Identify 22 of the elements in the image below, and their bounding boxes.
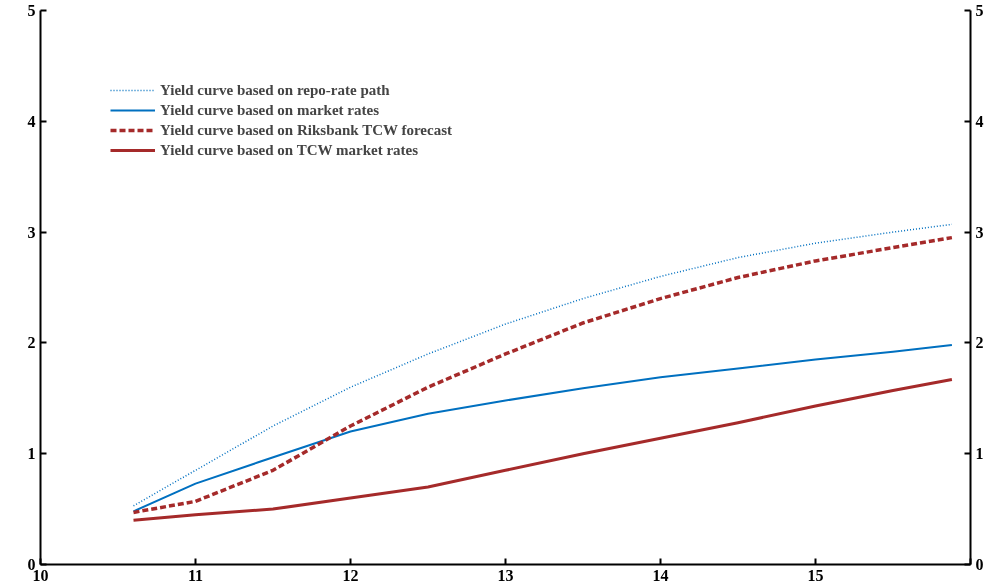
legend-label: Yield curve based on repo-rate path — [160, 81, 390, 99]
line-series — [132, 377, 954, 522]
legend-label: Yield curve based on Riksbank TCW forecast — [160, 121, 452, 139]
y2-tick-label: 2 — [975, 334, 984, 352]
x-tick-label: 13 — [497, 566, 514, 584]
y2-tick-label: 1 — [975, 445, 984, 463]
y2-tick-label: 3 — [975, 223, 984, 241]
y-tick-label: 2 — [27, 334, 36, 352]
x-tick-label: 11 — [187, 566, 204, 584]
x-tick-label: 12 — [342, 566, 359, 584]
y2-tick-label: 5 — [975, 2, 984, 19]
x-tick-label: 14 — [652, 566, 669, 584]
line-series — [132, 344, 953, 513]
y-tick-label: 1 — [27, 445, 36, 463]
y2-tick-label: 0 — [975, 556, 984, 573]
y2-tick-label: 4 — [975, 112, 984, 130]
legend-label: Yield curve based on TCW market rates — [160, 141, 419, 159]
x-tick-label: 15 — [807, 566, 824, 584]
y-tick-label: 3 — [27, 223, 36, 241]
legend-label: Yield curve based on market rates — [160, 101, 379, 119]
y-tick-label: 4 — [27, 112, 36, 130]
y-tick-label: 5 — [27, 2, 36, 19]
